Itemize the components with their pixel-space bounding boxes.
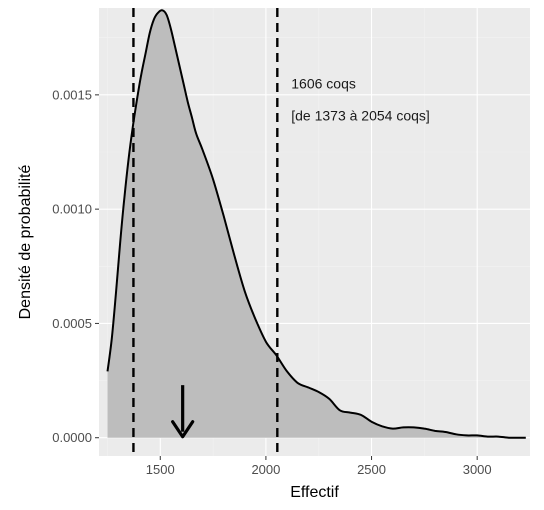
x-tick-label: 1500: [146, 462, 175, 477]
arrow-head: [171, 420, 195, 439]
y-tick-label: 0.0005: [52, 316, 92, 331]
annotation-estimate: 1606 coqs: [291, 75, 356, 91]
x-axis-ticks: 1500 2000 2500 3000: [146, 456, 492, 477]
x-tick-label: 2000: [251, 462, 280, 477]
y-tick-label: 0.0015: [52, 87, 92, 102]
estimate-arrow: [171, 385, 195, 439]
y-axis-ticks: 0.0000 0.0005 0.0010 0.0015: [52, 87, 99, 445]
x-axis-title: Effectif: [290, 484, 339, 501]
y-tick-label: 0.0010: [52, 202, 92, 217]
x-tick-label: 3000: [463, 462, 492, 477]
annotation-interval: [de 1373 à 2054 coqs]: [291, 107, 430, 123]
density-curve: [106, 9, 526, 439]
density-area: [107, 10, 526, 438]
x-tick-label: 2500: [357, 462, 386, 477]
y-tick-label: 0.0000: [52, 430, 92, 445]
y-axis-title: Densité de probabilité: [17, 165, 34, 320]
